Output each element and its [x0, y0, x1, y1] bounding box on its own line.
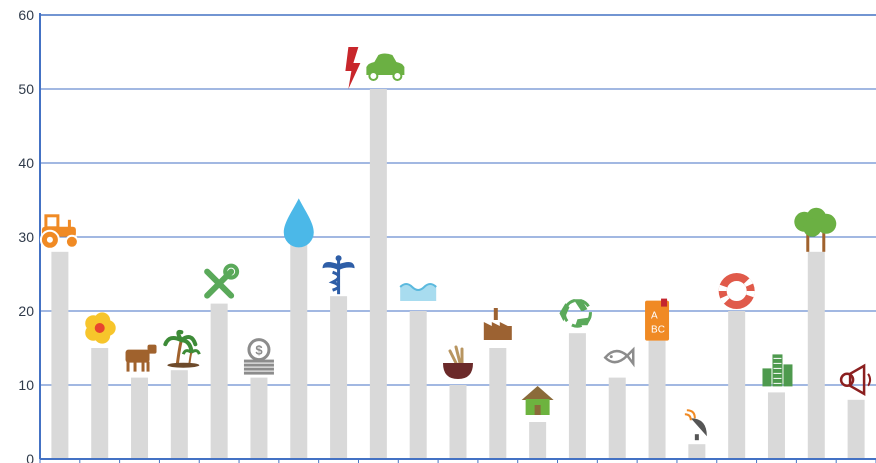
trees-icon	[794, 207, 837, 252]
hibiscus-flower-icon	[85, 312, 116, 344]
bar	[250, 377, 268, 459]
tractor-icon	[39, 214, 79, 250]
y-tick-label: 40	[18, 155, 34, 171]
coin-stack-icon: $	[243, 338, 274, 375]
bar	[51, 251, 69, 459]
svg-text:BC: BC	[651, 325, 665, 336]
bar	[210, 303, 228, 459]
wrench-screwdriver-icon	[204, 263, 240, 299]
bar	[688, 444, 706, 459]
bar-icons: $ A BC	[39, 47, 872, 441]
bar	[767, 392, 785, 459]
y-tick-label: 20	[18, 303, 34, 319]
bar	[489, 348, 507, 459]
bars	[51, 89, 865, 459]
fish-icon	[603, 346, 635, 368]
y-tick-label: 50	[18, 81, 34, 97]
bar	[529, 422, 547, 459]
megaphone-icon	[839, 363, 872, 396]
recycle-icon	[559, 298, 592, 328]
caduceus-icon	[322, 255, 355, 295]
bar	[449, 385, 467, 459]
bar	[568, 333, 586, 459]
abc-book-icon: A BC	[645, 298, 670, 341]
cow-icon	[125, 344, 157, 372]
bar	[847, 399, 865, 459]
palm-tree-icon	[163, 329, 201, 368]
bar	[290, 244, 308, 459]
y-tick-label: 60	[18, 7, 34, 23]
bar	[608, 377, 626, 459]
bar	[728, 311, 746, 459]
svg-text:$: $	[255, 343, 263, 358]
house-icon	[521, 386, 554, 415]
water-drop-icon	[283, 198, 314, 248]
water-wave-icon	[399, 283, 437, 301]
bar	[131, 377, 149, 459]
grain-bowl-icon	[443, 345, 473, 379]
city-buildings-icon	[762, 354, 793, 387]
bar	[170, 370, 188, 459]
y-tick-label: 0	[26, 451, 34, 463]
bar	[409, 311, 427, 459]
bar	[648, 340, 666, 459]
lifebuoy-icon	[718, 273, 755, 309]
svg-text:A: A	[651, 311, 658, 322]
factory-icon	[483, 308, 512, 340]
bar	[91, 348, 109, 459]
bar	[807, 251, 825, 459]
bar	[330, 296, 348, 459]
y-tick-label: 30	[18, 229, 34, 245]
gridlines	[40, 14, 876, 386]
y-tick-label: 10	[18, 377, 34, 393]
satellite-dish-icon	[684, 409, 707, 441]
lightning-car-icon	[345, 47, 405, 89]
bar	[369, 89, 387, 459]
